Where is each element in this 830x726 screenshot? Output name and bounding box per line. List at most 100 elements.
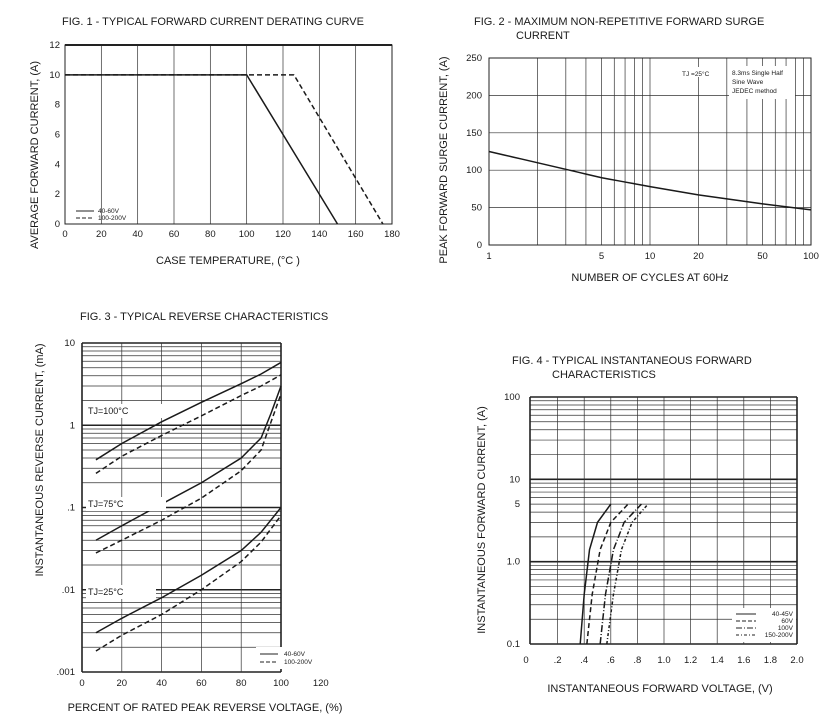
fig3-xtick: 0 bbox=[79, 678, 84, 689]
fig3-ytick: .01 bbox=[62, 585, 75, 596]
fig2-ylabel: PEAK FORWARD SURGE CURRENT, (A) bbox=[438, 56, 450, 263]
fig3-legend-bg bbox=[256, 647, 318, 669]
fig1-xtick: 60 bbox=[169, 229, 180, 240]
fig1-series-line-1 bbox=[65, 74, 384, 225]
fig3-ytick: .001 bbox=[57, 667, 76, 678]
fig2-xtick: 50 bbox=[757, 251, 768, 262]
fig4-xtick: 1.2 bbox=[684, 655, 697, 666]
fig1-title: FIG. 1 - TYPICAL FORWARD CURRENT DERATIN… bbox=[62, 16, 364, 28]
fig1-ytick: 10 bbox=[49, 70, 60, 81]
fig1-xtick: 140 bbox=[311, 229, 327, 240]
fig3-series-line-2 bbox=[95, 385, 282, 541]
fig1-xtick: 20 bbox=[96, 229, 107, 240]
fig2-xtick: 5 bbox=[599, 251, 604, 262]
fig4-grid bbox=[530, 396, 797, 645]
fig2-annot-tj: TJ =25°C bbox=[682, 70, 710, 78]
fig2-series-line-0 bbox=[488, 150, 812, 211]
fig2-xtick: 20 bbox=[693, 251, 704, 262]
fig4-xtick: 1.0 bbox=[657, 655, 670, 666]
fig3-xlabel: PERCENT OF RATED PEAK REVERSE VOLTAGE, (… bbox=[68, 702, 343, 714]
fig2-xtick: 1 bbox=[486, 251, 491, 262]
fig2-xlabel: NUMBER OF CYCLES AT 60Hz bbox=[571, 272, 728, 284]
fig4-series-line-3 bbox=[606, 503, 649, 645]
fig1-legend-a: 40-60V bbox=[98, 208, 120, 215]
fig3-series-line-5 bbox=[95, 515, 282, 652]
fig3-xtick: 20 bbox=[117, 678, 128, 689]
fig1-series bbox=[65, 74, 384, 225]
fig2-xtick: 100 bbox=[803, 251, 819, 262]
fig2-annot-3: JEDEC method bbox=[732, 88, 777, 95]
fig2-annot-1: 8.3ms Single Half bbox=[732, 70, 783, 77]
fig4-legend-c: 100V bbox=[778, 625, 794, 632]
fig3-label-tj25: TJ=25°C bbox=[88, 587, 124, 597]
fig3-xtick: 60 bbox=[196, 678, 207, 689]
fig2-annot-2: Sine Wave bbox=[732, 79, 764, 86]
fig1-ytick: 8 bbox=[55, 100, 60, 111]
fig3-xtick: 100 bbox=[273, 678, 289, 689]
fig4-xtick: 2.0 bbox=[790, 655, 803, 666]
fig1-ytick: 4 bbox=[55, 159, 60, 170]
fig4-ylabel: INSTANTANEOUS FORWARD CURRENT, (A) bbox=[476, 406, 488, 634]
fig4-ytick: 100 bbox=[504, 392, 520, 403]
fig2-series bbox=[488, 150, 812, 211]
fig3-label-bg-25 bbox=[86, 585, 156, 599]
fig4-series bbox=[579, 503, 649, 645]
fig1-frame bbox=[64, 44, 393, 225]
fig1-xtick: 160 bbox=[348, 229, 364, 240]
fig2-ytick: 250 bbox=[466, 53, 482, 64]
fig3-ylabel: INSTANTANEOUS REVERSE CURRENT, (mA) bbox=[34, 343, 46, 576]
fig3-title: FIG. 3 - TYPICAL REVERSE CHARACTERISTICS bbox=[80, 311, 328, 323]
fig3-ytick: .1 bbox=[67, 503, 75, 514]
fig3-series-line-0 bbox=[95, 361, 282, 461]
fig1-ylabel: AVERAGE FORWARD CURRENT, (A) bbox=[29, 61, 41, 249]
fig4-legend-a: 40-45V bbox=[772, 611, 794, 618]
fig4-xtick: .8 bbox=[633, 655, 641, 666]
fig4-xlabel: INSTANTANEOUS FORWARD VOLTAGE, (V) bbox=[547, 683, 772, 695]
fig3-label-tj75: TJ=75°C bbox=[88, 499, 124, 509]
fig1-xtick: 0 bbox=[62, 229, 67, 240]
fig2: FIG. 2 - MAXIMUM NON-REPETITIVE FORWARD … bbox=[438, 16, 819, 284]
fig4-ytick: 0.1 bbox=[507, 639, 520, 650]
fig4-xtick: .4 bbox=[580, 655, 588, 666]
fig4-ytick: 10 bbox=[509, 474, 520, 485]
fig4-series-line-1 bbox=[586, 503, 629, 645]
fig1-ticks: 0 20 40 60 80 100 120 140 160 180 0 2 4 6 8 10 12 bbox=[49, 40, 400, 240]
fig4-ytick: 1.0 bbox=[507, 557, 520, 568]
fig4-legend-d: 150-200V bbox=[765, 632, 794, 639]
fig3-series bbox=[95, 361, 282, 652]
fig4-xtick: 0 bbox=[523, 655, 528, 666]
fig2-annot-bg bbox=[680, 67, 722, 77]
fig4-legend-b: 60V bbox=[781, 618, 793, 625]
fig3-ticks: 0 20 40 60 80 100 120 .001 .01 .1 1 10 bbox=[57, 338, 329, 689]
fig3-legend-a: 40-60V bbox=[284, 651, 306, 658]
fig1-ytick: 0 bbox=[55, 219, 60, 230]
fig1-ytick: 6 bbox=[55, 130, 60, 141]
fig2-ytick: 200 bbox=[466, 90, 482, 101]
fig3-series-line-3 bbox=[95, 393, 282, 554]
fig3-series-line-4 bbox=[95, 507, 282, 634]
fig4-xtick: .6 bbox=[607, 655, 615, 666]
fig1-xtick: 80 bbox=[205, 229, 216, 240]
fig1: FIG. 1 - TYPICAL FORWARD CURRENT DERATIN… bbox=[29, 16, 400, 267]
fig2-annot-box bbox=[729, 66, 795, 99]
fig3-series-line-1 bbox=[95, 374, 282, 474]
fig4-xtick: 1.4 bbox=[711, 655, 724, 666]
fig4-legend: 40-45V 60V 100V 150-200V bbox=[732, 608, 796, 642]
fig1-xtick: 180 bbox=[384, 229, 400, 240]
fig4-xtick: .2 bbox=[554, 655, 562, 666]
fig2-ticks: 0 50 100 150 200 250 1 5 10 20 50 100 bbox=[466, 53, 819, 262]
fig3-xtick: 80 bbox=[236, 678, 247, 689]
fig2-ytick: 50 bbox=[471, 203, 482, 214]
fig4-ytick: 5 bbox=[515, 499, 520, 510]
fig4-xtick: 1.8 bbox=[764, 655, 777, 666]
fig1-xtick: 120 bbox=[275, 229, 291, 240]
fig1-grid bbox=[65, 44, 392, 224]
fig3-ytick: 1 bbox=[70, 420, 75, 431]
fig3: FIG. 3 - TYPICAL REVERSE CHARACTERISTICS… bbox=[34, 311, 342, 714]
fig1-ytick: 12 bbox=[49, 40, 60, 51]
fig4-series-line-0 bbox=[579, 503, 612, 645]
fig1-legend: 40-60V 100-200V bbox=[76, 208, 127, 222]
fig3-label-bg-100 bbox=[86, 404, 166, 418]
fig1-series-line-0 bbox=[65, 74, 339, 225]
